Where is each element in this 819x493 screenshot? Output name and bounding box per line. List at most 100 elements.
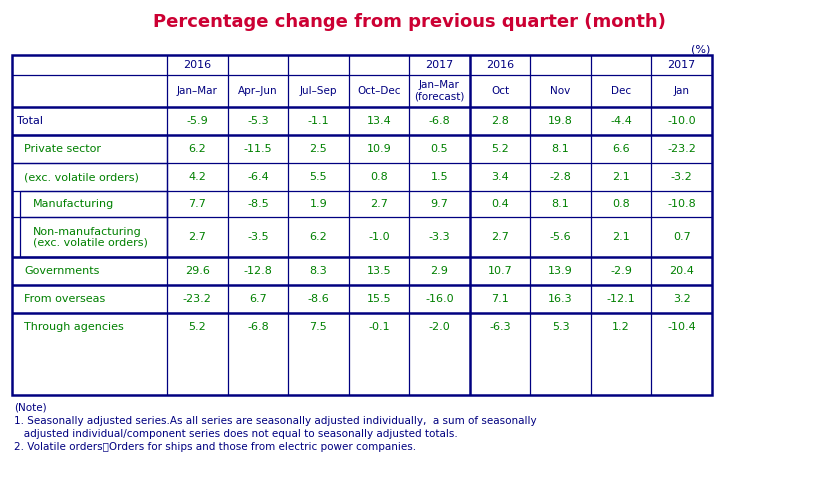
Text: 2016: 2016 <box>183 60 211 70</box>
Text: 13.9: 13.9 <box>548 266 573 276</box>
Text: 2. Volatile orders：Orders for ships and those from electric power companies.: 2. Volatile orders：Orders for ships and … <box>14 442 416 452</box>
Text: 9.7: 9.7 <box>431 199 449 209</box>
Text: 7.1: 7.1 <box>491 294 509 304</box>
Text: -10.0: -10.0 <box>667 116 696 126</box>
Text: 0.4: 0.4 <box>491 199 509 209</box>
Text: adjusted individual/component series does not equal to seasonally adjusted total: adjusted individual/component series doe… <box>14 429 458 439</box>
Text: 5.2: 5.2 <box>188 322 206 332</box>
Text: 5.5: 5.5 <box>310 172 328 182</box>
Text: 1.5: 1.5 <box>431 172 448 182</box>
Text: 2.9: 2.9 <box>431 266 449 276</box>
Text: 3.4: 3.4 <box>491 172 509 182</box>
Text: Private sector: Private sector <box>24 144 101 154</box>
Text: 8.3: 8.3 <box>310 266 328 276</box>
Text: 5.2: 5.2 <box>491 144 509 154</box>
Text: -2.8: -2.8 <box>550 172 572 182</box>
Text: 2.5: 2.5 <box>310 144 328 154</box>
Text: (%): (%) <box>690 45 710 55</box>
Text: Percentage change from previous quarter (month): Percentage change from previous quarter … <box>153 13 666 31</box>
Text: Dec: Dec <box>611 86 631 96</box>
Text: 2016: 2016 <box>486 60 514 70</box>
Text: 2.1: 2.1 <box>613 172 630 182</box>
Text: -6.3: -6.3 <box>489 322 511 332</box>
Text: -10.8: -10.8 <box>667 199 696 209</box>
Text: 3.2: 3.2 <box>673 294 690 304</box>
Text: -3.2: -3.2 <box>671 172 693 182</box>
Text: 4.2: 4.2 <box>188 172 206 182</box>
Text: 2.7: 2.7 <box>491 232 509 242</box>
Text: 6.2: 6.2 <box>310 232 328 242</box>
Text: 7.7: 7.7 <box>188 199 206 209</box>
Text: -5.3: -5.3 <box>247 116 269 126</box>
Text: -23.2: -23.2 <box>667 144 696 154</box>
Bar <box>12 55 712 395</box>
Text: -1.0: -1.0 <box>368 232 390 242</box>
Text: 16.3: 16.3 <box>548 294 573 304</box>
Text: 2.1: 2.1 <box>613 232 630 242</box>
Text: Jan–Mar
(forecast): Jan–Mar (forecast) <box>414 80 464 102</box>
Text: Total: Total <box>17 116 43 126</box>
Text: -0.1: -0.1 <box>368 322 390 332</box>
Text: 10.7: 10.7 <box>487 266 513 276</box>
Text: 8.1: 8.1 <box>552 144 569 154</box>
Text: -10.4: -10.4 <box>667 322 696 332</box>
Text: 6.2: 6.2 <box>188 144 206 154</box>
Text: -12.8: -12.8 <box>243 266 272 276</box>
Text: From overseas: From overseas <box>24 294 106 304</box>
Text: 6.6: 6.6 <box>613 144 630 154</box>
Text: 1.9: 1.9 <box>310 199 328 209</box>
Text: -23.2: -23.2 <box>183 294 212 304</box>
Text: 29.6: 29.6 <box>185 266 210 276</box>
Text: 2.8: 2.8 <box>491 116 509 126</box>
Text: 1. Seasonally adjusted series.As all series are seasonally adjusted individually: 1. Seasonally adjusted series.As all ser… <box>14 416 536 426</box>
Text: Non-manufacturing
(exc. volatile orders): Non-manufacturing (exc. volatile orders) <box>33 227 148 247</box>
Text: -12.1: -12.1 <box>607 294 636 304</box>
Text: -6.8: -6.8 <box>428 116 450 126</box>
Text: 1.2: 1.2 <box>613 322 630 332</box>
Text: 2.7: 2.7 <box>370 199 388 209</box>
Text: 19.8: 19.8 <box>548 116 573 126</box>
Text: -16.0: -16.0 <box>425 294 454 304</box>
Text: -5.6: -5.6 <box>550 232 572 242</box>
Text: Governments: Governments <box>24 266 99 276</box>
Text: -2.9: -2.9 <box>610 266 632 276</box>
Text: 7.5: 7.5 <box>310 322 328 332</box>
Text: Oct–Dec: Oct–Dec <box>357 86 400 96</box>
Text: 10.9: 10.9 <box>367 144 391 154</box>
Text: -4.4: -4.4 <box>610 116 632 126</box>
Text: 0.7: 0.7 <box>673 232 690 242</box>
Text: -11.5: -11.5 <box>243 144 272 154</box>
Text: -3.3: -3.3 <box>428 232 450 242</box>
Text: -8.6: -8.6 <box>307 294 329 304</box>
Text: 13.5: 13.5 <box>367 266 391 276</box>
Text: -6.8: -6.8 <box>247 322 269 332</box>
Text: Oct: Oct <box>491 86 509 96</box>
Bar <box>20 191 167 257</box>
Text: 6.7: 6.7 <box>249 294 267 304</box>
Text: 5.3: 5.3 <box>552 322 569 332</box>
Text: -6.4: -6.4 <box>247 172 269 182</box>
Text: 20.4: 20.4 <box>669 266 695 276</box>
Text: Manufacturing: Manufacturing <box>33 199 114 209</box>
Text: -3.5: -3.5 <box>247 232 269 242</box>
Text: Jul–Sep: Jul–Sep <box>300 86 337 96</box>
Text: 15.5: 15.5 <box>367 294 391 304</box>
Text: Jan: Jan <box>674 86 690 96</box>
Text: 0.8: 0.8 <box>613 199 630 209</box>
Text: 2017: 2017 <box>425 60 454 70</box>
Text: Apr–Jun: Apr–Jun <box>238 86 278 96</box>
Text: 0.5: 0.5 <box>431 144 448 154</box>
Text: 13.4: 13.4 <box>367 116 391 126</box>
Text: 2017: 2017 <box>667 60 696 70</box>
Text: (exc. volatile orders): (exc. volatile orders) <box>24 172 139 182</box>
Text: -8.5: -8.5 <box>247 199 269 209</box>
Text: -1.1: -1.1 <box>308 116 329 126</box>
Text: Through agencies: Through agencies <box>24 322 124 332</box>
Text: 0.8: 0.8 <box>370 172 388 182</box>
Text: Jan–Mar: Jan–Mar <box>177 86 218 96</box>
Text: (Note): (Note) <box>14 403 47 413</box>
Text: 8.1: 8.1 <box>552 199 569 209</box>
Bar <box>12 135 167 257</box>
Text: -2.0: -2.0 <box>428 322 450 332</box>
Text: 2.7: 2.7 <box>188 232 206 242</box>
